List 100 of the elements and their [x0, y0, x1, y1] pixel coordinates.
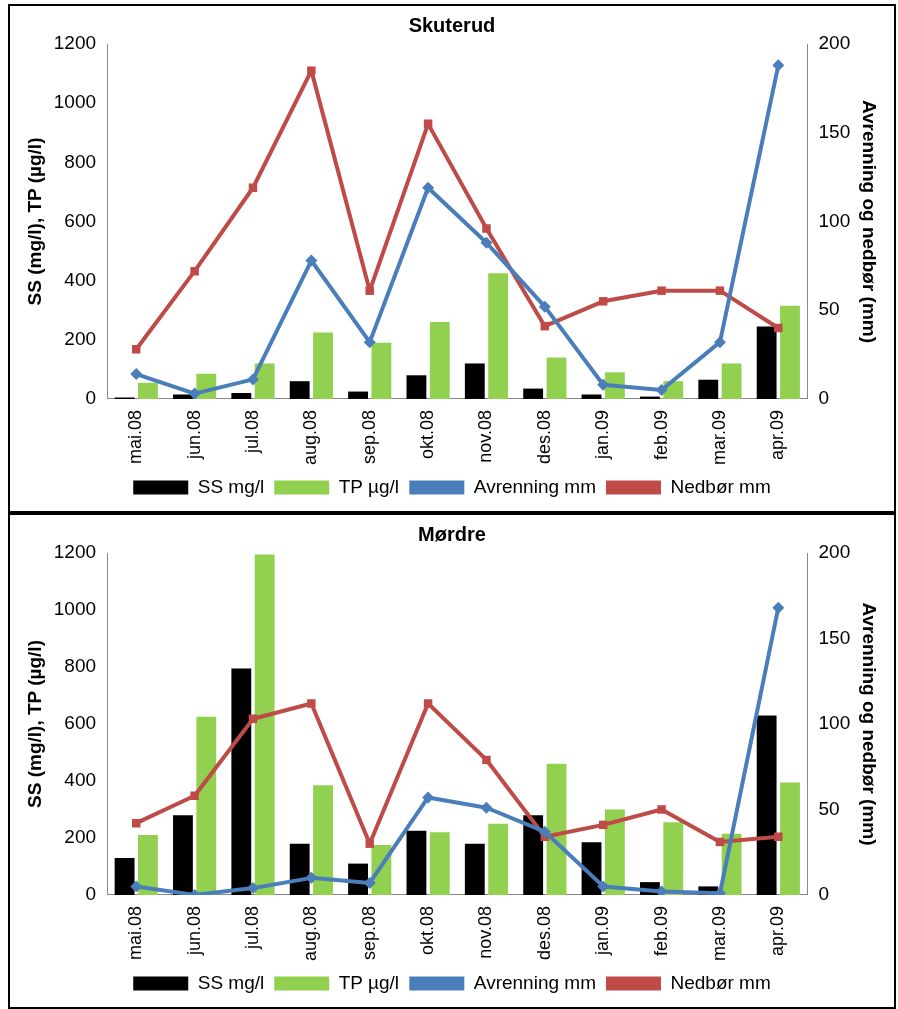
bar [231, 393, 252, 399]
y-axis-title: SS (mg/l), TP (µg/l) [23, 137, 45, 306]
y-tick-label: 400 [64, 268, 97, 290]
bar [406, 830, 427, 895]
point [190, 791, 199, 801]
bar [371, 342, 392, 399]
point [538, 300, 551, 313]
y2-tick-label: 50 [818, 797, 840, 819]
bar [254, 554, 275, 895]
y-tick-label: 600 [64, 712, 97, 734]
x-tick-label: nov.08 [475, 409, 496, 463]
bar [114, 857, 135, 895]
y-tick-label: 0 [85, 883, 97, 905]
y-tick-label: 1200 [53, 541, 97, 563]
point [657, 286, 666, 295]
x-tick-label: jun.08 [183, 905, 204, 956]
x-tick-label: des.08 [533, 905, 554, 960]
bar [780, 782, 800, 895]
x-tick-label: mai.08 [125, 409, 146, 464]
y-tick-label: 1000 [53, 598, 97, 620]
y2-tick-label: 50 [818, 298, 840, 320]
point [715, 286, 725, 295]
y2-axis-title: Avrenning og nedbør (mm) [859, 602, 881, 846]
point [482, 755, 491, 765]
bar [464, 843, 485, 895]
x-tick-label: feb.09 [650, 409, 671, 460]
chart-title: Skuterud [408, 13, 496, 36]
bar [289, 843, 310, 895]
point [307, 66, 316, 75]
bar [488, 823, 509, 895]
point [657, 805, 666, 814]
x-tick-label: mar.09 [708, 905, 729, 961]
point [423, 699, 433, 708]
chart-title: Mørdre [418, 522, 486, 545]
bar [138, 835, 158, 895]
bar [756, 715, 777, 895]
point [422, 181, 435, 194]
legend-label: TP µg/l [338, 971, 399, 993]
y2-tick-label: 200 [818, 541, 851, 563]
y-axis-title: SS (mg/l), TP (µg/l) [23, 640, 45, 808]
y-tick-label: 0 [85, 387, 97, 409]
bar [289, 381, 310, 399]
y2-tick-label: 150 [818, 626, 851, 648]
x-tick-label: mar.09 [708, 409, 729, 465]
y2-tick-label: 100 [818, 209, 851, 231]
y-tick-label: 200 [64, 328, 97, 350]
bar [756, 326, 777, 399]
point [307, 699, 316, 708]
point [130, 880, 143, 893]
bar [313, 785, 333, 895]
x-tick-label: des.08 [533, 409, 554, 464]
x-tick-label: aug.08 [300, 409, 321, 466]
x-tick-label: feb.09 [650, 905, 671, 956]
x-tick-label: apr.09 [767, 905, 788, 956]
point [772, 59, 785, 72]
point [655, 384, 668, 397]
bar [254, 363, 275, 399]
x-tick-label: nov.08 [475, 905, 496, 959]
point [538, 825, 551, 838]
point [774, 323, 783, 333]
bar [546, 357, 567, 399]
bar [780, 305, 800, 399]
legend-label: SS mg/l [197, 971, 265, 993]
bar [698, 379, 719, 399]
y-tick-label: 600 [64, 209, 97, 231]
x-tick-label: jun.08 [183, 409, 204, 460]
bar [313, 332, 333, 399]
y-tick-label: 200 [64, 826, 97, 848]
x-tick-label: aug.08 [300, 905, 321, 962]
x-tick-label: okt.08 [417, 409, 438, 459]
point [130, 368, 143, 381]
x-tick-label: sep.08 [358, 905, 379, 960]
point [422, 791, 435, 804]
point [190, 266, 199, 276]
y2-axis-title: Avrenning og nedbør (mm) [859, 99, 881, 344]
bar [231, 668, 252, 895]
point [363, 336, 376, 349]
x-tick-label: apr.09 [767, 409, 788, 460]
x-tick-label: okt.08 [417, 905, 438, 955]
legend-label: Avrenning mm [473, 475, 596, 497]
bar [348, 391, 368, 399]
x-tick-label: mai.08 [125, 905, 146, 960]
y-tick-label: 1200 [53, 32, 97, 54]
y-tick-label: 400 [64, 769, 97, 791]
x-tick-label: sep.08 [358, 409, 379, 464]
y2-tick-label: 150 [818, 120, 851, 142]
bar [663, 822, 684, 895]
bar [173, 815, 193, 895]
bar [464, 363, 485, 399]
bar [488, 273, 509, 399]
point [598, 297, 608, 306]
y2-tick-label: 0 [818, 387, 830, 409]
y-tick-label: 800 [64, 655, 97, 677]
legend-label: Nedbør mm [670, 475, 771, 497]
y2-tick-label: 100 [818, 712, 851, 734]
bar [721, 363, 742, 399]
y-tick-label: 1000 [53, 91, 97, 113]
point [365, 286, 374, 295]
bar [406, 375, 427, 399]
legend-label: SS mg/l [197, 475, 265, 497]
